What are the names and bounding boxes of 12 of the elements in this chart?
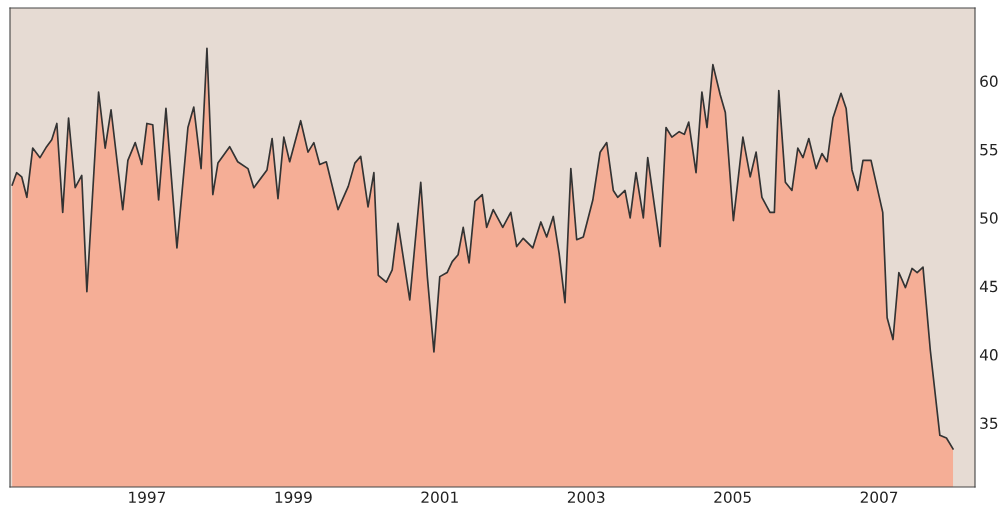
x-tick-label: 2005 [714, 491, 751, 503]
y-tick-label: 60 [980, 75, 998, 88]
y-tick-label: 35 [980, 417, 998, 430]
y-tick-label: 40 [979, 349, 998, 361]
x-tick-label: 2001 [421, 491, 458, 503]
y-tick-label: 45 [979, 280, 998, 293]
x-tick-label: 2007 [860, 491, 898, 503]
x-tick-label: 1999 [275, 491, 312, 503]
y-tick-label: 50 [980, 212, 998, 224]
x-tick-label: 2003 [567, 491, 605, 503]
y-tick-label: 55 [980, 144, 998, 156]
x-tick-label: 1997 [129, 491, 166, 503]
